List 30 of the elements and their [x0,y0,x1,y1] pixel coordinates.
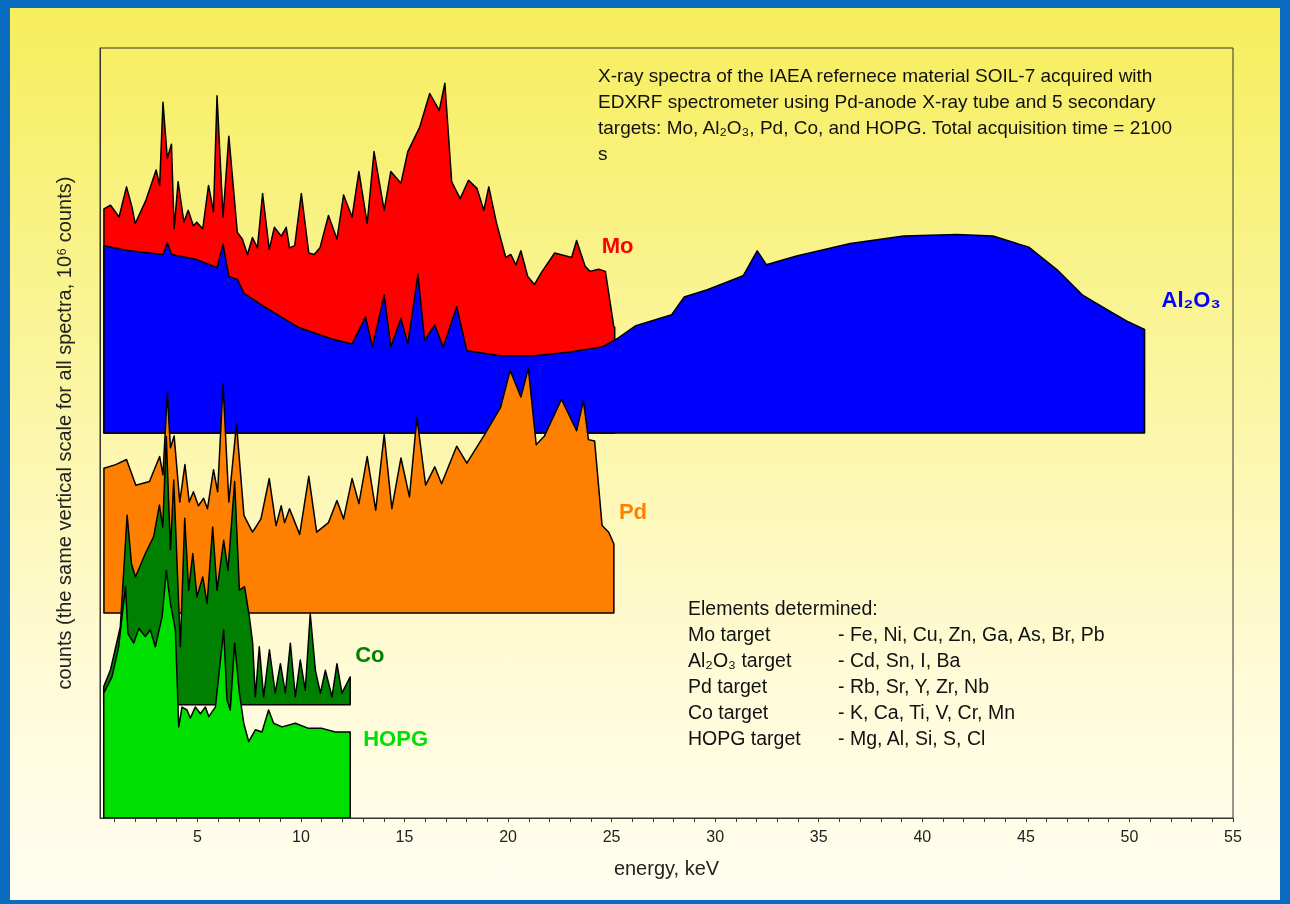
series-label: Pd [618,499,648,525]
x-tick-label: 35 [809,827,828,845]
annotation: Elements determined: [688,597,878,619]
annotation: X-ray spectra of the IAEA refernece material SOIL-7 acquired with EDXRF spectrometer using Pd-anode X-ray tube and 5 secondary targets: Mo, Al₂O₃, Pd, Co, and HOPG. Total acquisition time = 2100 s [598,64,1178,164]
x-tick-label: 55 [1224,827,1242,845]
series-label: HOPG [363,725,429,751]
x-tick-label: 50 [1120,827,1139,845]
x-tick-label: 45 [1016,827,1035,845]
x-tick-label: 15 [395,827,414,845]
x-axis-title: energy, keV [613,857,720,879]
annotation: - K, Ca, Ti, V, Cr, Mn [838,701,1015,723]
annotation: - Cd, Sn, I, Ba [838,649,961,671]
annotation: Co target [688,701,769,723]
annotation: Pd target [688,675,768,697]
annotation: Mo target [688,623,771,645]
annotation: - Fe, Ni, Cu, Zn, Ga, As, Br, Pb [838,623,1105,645]
y-axis-title: counts (the same vertical scale for all spectra, 10⁶ counts) [53,176,75,690]
annotation: Al₂O₃ target [688,649,792,671]
x-tick-label: 25 [602,827,621,845]
x-tick-label: 30 [706,827,725,845]
series-label: Mo [601,232,634,258]
series-label: Al₂O₃ [1161,286,1221,312]
annotation: - Mg, Al, Si, S, Cl [838,727,986,749]
series-label: Co [355,642,385,668]
x-tick-label: 40 [913,827,932,845]
annotation: - Rb, Sr, Y, Zr, Nb [838,675,990,697]
x-tick-label: 20 [499,827,518,845]
annotation: HOPG target [688,727,802,749]
x-tick-label: 5 [192,827,202,845]
x-tick-label: 10 [292,827,310,845]
